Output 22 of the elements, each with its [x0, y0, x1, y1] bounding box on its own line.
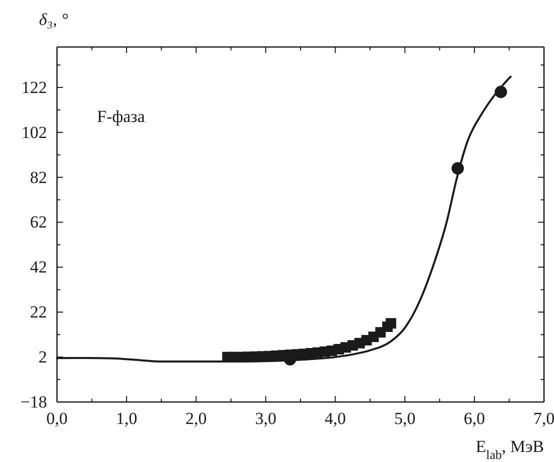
point	[452, 162, 464, 174]
point	[386, 318, 396, 329]
x-tick-label: 0,0	[46, 409, 68, 428]
y-tick-label: 42	[30, 258, 47, 277]
x-axis-title: E$_{lab}$, МэВ	[476, 437, 544, 462]
point	[494, 86, 508, 98]
y-tick-label: 2	[38, 348, 47, 367]
y-tick-label: 102	[22, 122, 47, 142]
x-tick-label: 2,0	[186, 409, 207, 428]
y-tick-label: 122	[22, 78, 47, 97]
y-tick-label: 62	[30, 212, 47, 232]
y-tick-label: 82	[30, 168, 47, 187]
x-tick-label: 1,0	[116, 409, 138, 428]
y-tick-label: −18	[20, 392, 47, 412]
y-tick-label: 22	[30, 302, 47, 322]
y-axis-title: δ₃, °	[39, 10, 68, 29]
x-tick-label: 3,0	[255, 409, 276, 428]
x-tick-label: 7,0	[533, 409, 554, 428]
x-tick-label: 4,0	[324, 409, 346, 428]
x-tick-label: 5,0	[394, 409, 416, 428]
x-tick-label: 6,0	[464, 409, 486, 428]
annotation: F-фаза	[97, 107, 146, 126]
